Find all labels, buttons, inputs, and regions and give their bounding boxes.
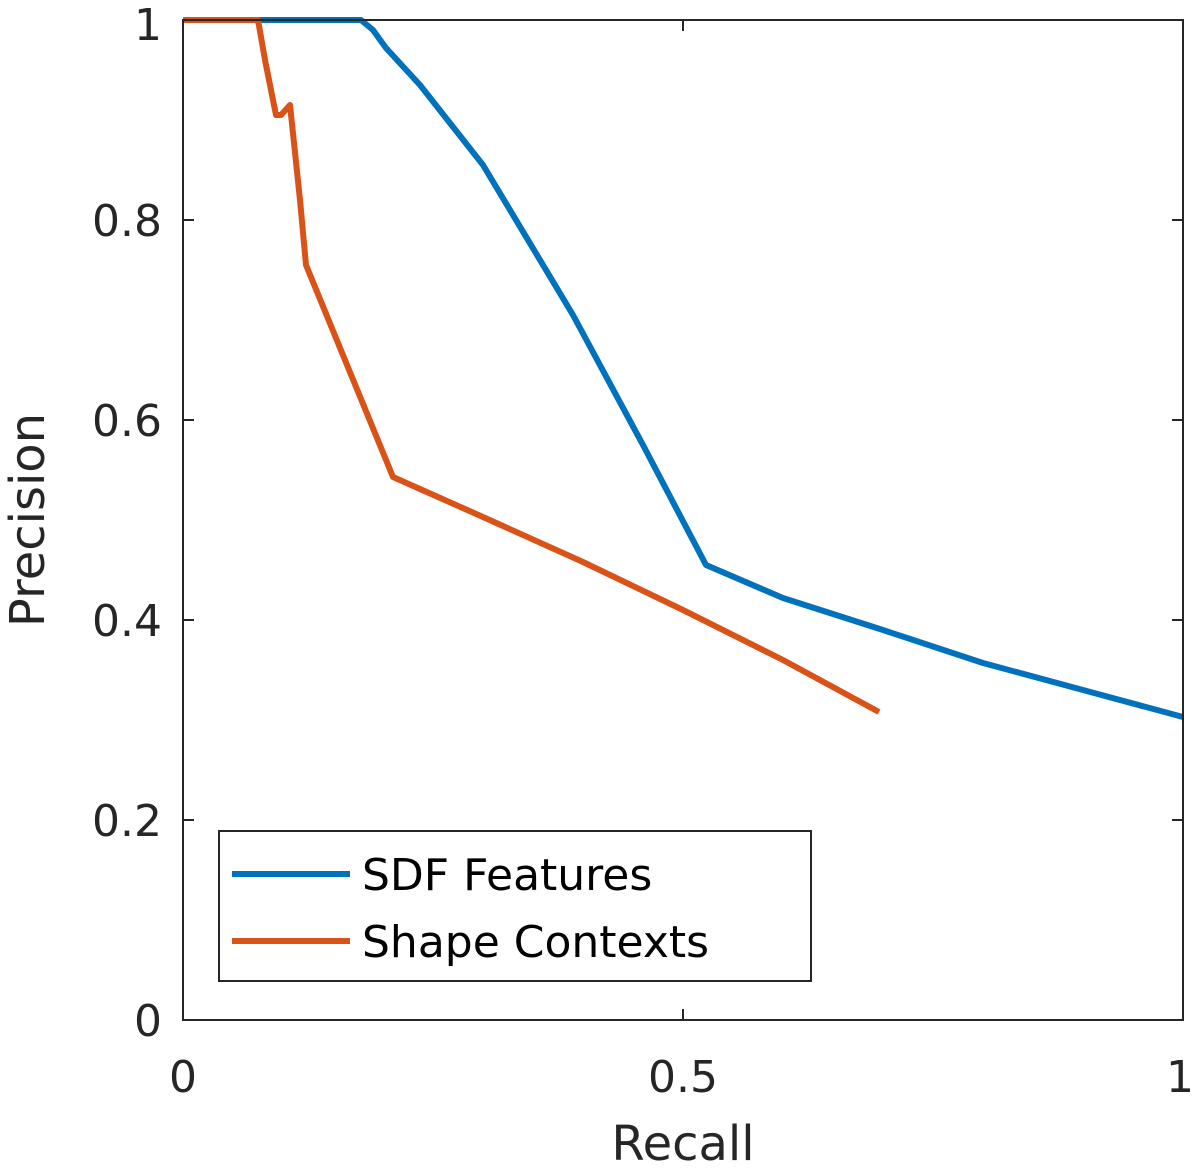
y-tick-label: 0.8 [92,196,162,247]
y-axis-label: Precision [0,413,56,627]
series-line-sdf-features [183,17,1184,720]
x-tick-label: 1 [1166,1052,1194,1103]
legend-label-sdf-features: SDF Features [362,850,652,901]
y-tick-label: 1 [134,0,162,51]
x-axis-label: Recall [611,1116,754,1169]
plot-lines [183,17,1184,720]
legend-box [218,830,812,982]
x-tick-label: 0 [169,1052,197,1103]
y-tick-label: 0.6 [92,396,162,447]
axis-tick-labels: 0 0.5 1 0 0.2 0.4 0.6 0.8 1 [92,0,1194,1103]
axis-ticks [182,19,1184,1021]
x-tick-label: 0.5 [648,1052,718,1103]
y-tick-label: 0.2 [92,796,162,847]
y-tick-label: 0.4 [92,596,162,647]
y-tick-label: 0 [134,996,162,1047]
legend-label-shape-contexts: Shape Contexts [362,917,709,968]
series-line-shape-contexts [183,17,881,715]
legend: SDF Features Shape Contexts [218,830,812,982]
